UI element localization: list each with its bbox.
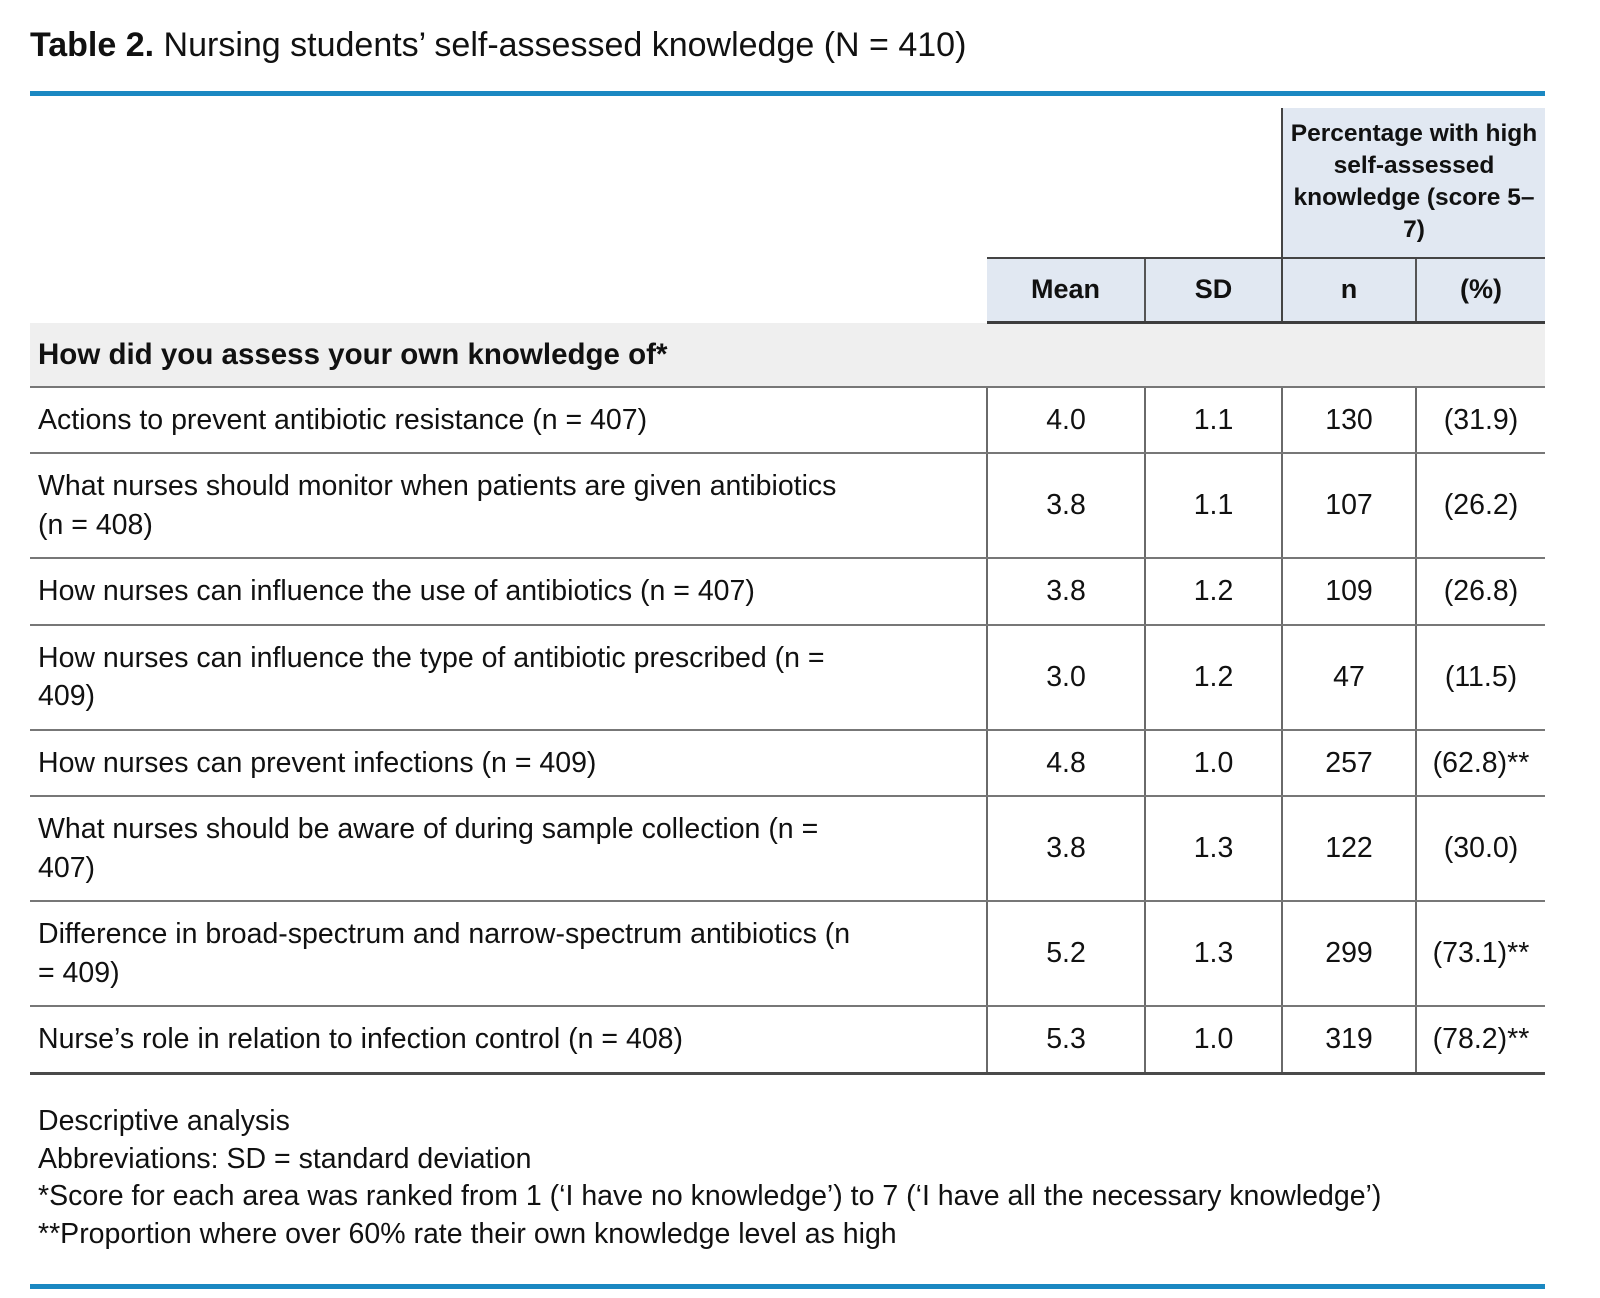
footnote-score-scale: *Score for each area was ranked from 1 (… bbox=[38, 1180, 1382, 1213]
cell-n: 319 bbox=[1281, 1006, 1416, 1075]
cell-pct: (30.0) bbox=[1415, 796, 1545, 903]
cell-sd: 1.1 bbox=[1144, 387, 1282, 455]
cell-pct: (78.2)** bbox=[1415, 1006, 1545, 1075]
cell-sd: 1.0 bbox=[1144, 729, 1282, 798]
cell-sd: 1.1 bbox=[1144, 453, 1282, 560]
cell-sd: 1.2 bbox=[1144, 558, 1282, 626]
cell-pct: (73.1)** bbox=[1415, 901, 1545, 1008]
cell-sd: 1.0 bbox=[1144, 1006, 1282, 1075]
empty-corner-cell bbox=[30, 108, 987, 258]
footnotes: Descriptive analysis Abbreviations: SD =… bbox=[30, 1103, 1545, 1255]
column-header-pct: (%) bbox=[1415, 257, 1545, 324]
cell-mean: 4.8 bbox=[986, 729, 1145, 798]
cell-mean: 4.0 bbox=[986, 387, 1145, 455]
cell-n: 257 bbox=[1281, 729, 1416, 798]
row-label: How nurses can influence the use of anti… bbox=[30, 558, 987, 626]
empty-label-cell bbox=[30, 258, 987, 323]
footnote-descriptive-analysis: Descriptive analysis bbox=[38, 1104, 290, 1137]
cell-n: 109 bbox=[1281, 558, 1416, 626]
section-header-cell: How did you assess your own knowledge of… bbox=[30, 322, 1545, 388]
cell-mean: 3.8 bbox=[986, 558, 1145, 626]
section-header-row: How did you assess your own knowledge of… bbox=[30, 322, 1545, 388]
table-title-text: Nursing students’ self-assessed knowledg… bbox=[154, 26, 967, 64]
row-label: What nurses should be aware of during sa… bbox=[30, 796, 987, 903]
group-header-row: Percentage with high self-assessed knowl… bbox=[30, 107, 1545, 259]
cell-n: 122 bbox=[1281, 796, 1416, 903]
table-row: Nurse’s role in relation to infection co… bbox=[30, 1006, 1545, 1075]
cell-sd: 1.2 bbox=[1144, 624, 1282, 731]
row-label: Actions to prevent antibiotic resistance… bbox=[30, 387, 987, 455]
table-row: What nurses should monitor when patients… bbox=[30, 453, 1545, 560]
cell-pct: (26.2) bbox=[1415, 453, 1545, 560]
row-label: Difference in broad-spectrum and narrow-… bbox=[30, 901, 987, 1008]
cell-mean: 3.8 bbox=[986, 453, 1145, 560]
table-title-label: Table 2. bbox=[30, 26, 155, 64]
table-row: How nurses can prevent infections (n = 4… bbox=[30, 729, 1545, 798]
cell-mean: 3.0 bbox=[986, 624, 1145, 731]
cell-mean: 3.8 bbox=[986, 796, 1145, 903]
column-header-row: Mean SD n (%) bbox=[30, 257, 1545, 324]
knowledge-table: Percentage with high self-assessed knowl… bbox=[30, 107, 1545, 1075]
empty-spacer-cell bbox=[987, 107, 1282, 259]
group-header-cell: Percentage with high self-assessed knowl… bbox=[1281, 107, 1545, 259]
footnote-abbreviations: Abbreviations: SD = standard deviation bbox=[38, 1142, 532, 1175]
column-header-n: n bbox=[1281, 257, 1416, 324]
cell-pct: (11.5) bbox=[1415, 624, 1545, 731]
table-title: Table 2. Nursing students’ self-assessed… bbox=[30, 24, 1545, 67]
cell-mean: 5.2 bbox=[986, 901, 1145, 1008]
row-label: Nurse’s role in relation to infection co… bbox=[30, 1006, 987, 1075]
footnote-proportion: **Proportion where over 60% rate their o… bbox=[38, 1218, 897, 1251]
table-row: Actions to prevent antibiotic resistance… bbox=[30, 387, 1545, 455]
row-label: What nurses should monitor when patients… bbox=[30, 453, 987, 560]
cell-mean: 5.3 bbox=[986, 1006, 1145, 1075]
row-label: How nurses can influence the type of ant… bbox=[30, 624, 987, 731]
table-row: How nurses can influence the type of ant… bbox=[30, 624, 1545, 731]
cell-pct: (26.8) bbox=[1415, 558, 1545, 626]
table-row: Difference in broad-spectrum and narrow-… bbox=[30, 901, 1545, 1008]
table-row: What nurses should be aware of during sa… bbox=[30, 796, 1545, 903]
cell-n: 47 bbox=[1281, 624, 1416, 731]
cell-pct: (31.9) bbox=[1415, 387, 1545, 455]
cell-n: 130 bbox=[1281, 387, 1416, 455]
top-divider bbox=[30, 90, 1545, 96]
cell-pct: (62.8)** bbox=[1415, 729, 1545, 798]
cell-n: 299 bbox=[1281, 901, 1416, 1008]
cell-sd: 1.3 bbox=[1144, 796, 1282, 903]
cell-sd: 1.3 bbox=[1144, 901, 1282, 1008]
bottom-divider bbox=[30, 1284, 1545, 1290]
row-label: How nurses can prevent infections (n = 4… bbox=[30, 729, 987, 798]
table-row: How nurses can influence the use of anti… bbox=[30, 558, 1545, 626]
column-header-sd: SD bbox=[1144, 257, 1282, 324]
column-header-mean: Mean bbox=[987, 257, 1145, 324]
cell-n: 107 bbox=[1281, 453, 1416, 560]
